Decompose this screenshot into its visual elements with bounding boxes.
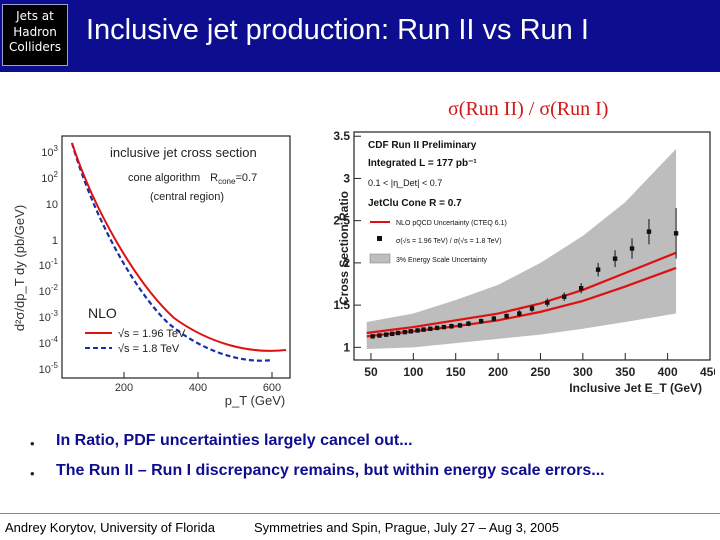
data-point (370, 334, 375, 339)
nlo-1-8-tev-curve (70, 142, 273, 362)
data-point (402, 329, 408, 335)
ratio-plot-frame (353, 131, 711, 361)
data-point (529, 306, 535, 311)
data-point (504, 313, 509, 319)
data-point (384, 332, 389, 337)
data-point (478, 318, 484, 324)
box-title: inclusive jet cross section (110, 145, 257, 160)
ratio-y-tick-label: 2.5 (333, 214, 350, 228)
y-tick-label: 103 (41, 144, 58, 159)
data-point (673, 231, 679, 236)
y-axis-label: d²σ/dp_T dy (pb/GeV) (12, 205, 27, 331)
title-bar: Jets at Hadron Colliders Inclusive jet p… (0, 0, 720, 72)
x-tick-label: 600 (263, 382, 281, 394)
legend-cdf: CDF Run II Preliminary (368, 140, 477, 151)
energy-scale-band (366, 148, 677, 350)
bullet-marker: • (30, 436, 35, 451)
x-axis-label: p_T (GeV) (225, 393, 285, 408)
tag-line: Hadron (13, 24, 57, 39)
data-point (408, 329, 413, 334)
data-point (377, 333, 382, 338)
footer-author: Andrey Korytov, University of Florida (5, 520, 215, 535)
data-point (449, 324, 454, 329)
nlo-label: NLO (88, 305, 117, 321)
data-point (646, 229, 652, 234)
legend-data: σ(√s = 1.96 TeV) / σ(√s = 1.8 TeV) (396, 237, 502, 245)
tag-line: Colliders (9, 40, 61, 54)
legend-jetclu: JetClu Cone R = 0.7 (368, 198, 462, 209)
data-point (578, 286, 584, 291)
algorithm-text: cone algorithm Rcone=0.7 (128, 172, 257, 186)
y-tick-label: 10-5 (39, 361, 59, 376)
y-tick-label: 102 (41, 170, 58, 185)
data-point (545, 300, 550, 305)
slide-title: Inclusive jet production: Run II vs Run … (86, 14, 589, 46)
y-tick-label: 10-3 (39, 309, 59, 324)
x-ticks: 200 400 600 (115, 372, 281, 394)
ratio-y-tick-label: 3.5 (333, 129, 350, 143)
ratio-heading: σ(Run II) / σ(Run I) (448, 98, 609, 120)
bullet-text: The Run II – Run I discrepancy remains, … (56, 462, 605, 479)
ratio-y-tick-label: 1 (343, 340, 350, 354)
cross-section-plot: 103 102 10 1 10-1 10-2 10-3 10-4 10-5 d²… (12, 135, 291, 408)
tag-line: Jets at (16, 9, 54, 23)
data-point (595, 267, 601, 272)
ratio-x-tick-label: 450 (700, 365, 715, 379)
data-point (395, 330, 401, 336)
ratio-plot: Cross Section Ratio Inclusive Jet E_T (G… (333, 129, 715, 395)
ratio-y-tick-label: 3 (343, 171, 350, 185)
bullet-marker: • (30, 466, 35, 481)
nlo-1-96-tev-curve (71, 142, 287, 352)
y-tick-label: 10-4 (39, 335, 59, 350)
ratio-x-tick-label: 150 (446, 365, 466, 379)
data-point (629, 246, 635, 251)
data-point (415, 328, 420, 333)
nlo-uncertainty-curve (366, 251, 677, 335)
ratio-x-tick-label: 300 (573, 365, 593, 379)
data-point (389, 331, 395, 337)
data-point (466, 321, 471, 326)
ratio-x-axis-label: Inclusive Jet E_T (GeV) (569, 381, 702, 395)
data-point (562, 294, 567, 299)
ratio-x-tick-label: 100 (403, 365, 423, 379)
y-tick-label: 10-1 (39, 257, 59, 272)
bullet-text: In Ratio, PDF uncertainties largely canc… (56, 432, 413, 449)
legend-label-1-8: √s = 1.8 TeV (118, 343, 180, 355)
data-point (517, 311, 522, 316)
legend-luminosity: Integrated L = 177 pb⁻¹ (368, 158, 477, 169)
footer-conference: Symmetries and Spin, Prague, July 27 – A… (254, 520, 559, 535)
data-point (421, 327, 426, 332)
legend-data-marker (377, 236, 382, 241)
region-text: (central region) (150, 191, 224, 203)
ratio-y-tick-label: 2 (343, 256, 350, 270)
data-point (457, 323, 463, 328)
x-tick-label: 400 (189, 382, 207, 394)
y-ticks: 103 102 10 1 10-1 10-2 10-3 10-4 10-5 (39, 144, 59, 376)
ratio-x-tick-label: 50 (364, 365, 378, 379)
y-tick-label: 1 (52, 235, 58, 247)
ratio-y-axis-label: Cross Section Ratio (337, 191, 351, 305)
ratio-y-tick-label: 1.5 (333, 298, 350, 312)
data-point (428, 326, 433, 331)
data-point (441, 324, 447, 330)
y-tick-label: 10-2 (39, 283, 59, 298)
plot-frame (61, 135, 291, 379)
ratio-x-tick-label: 400 (658, 365, 678, 379)
x-tick-label: 200 (115, 382, 133, 394)
data-point (612, 256, 618, 261)
y-tick-label: 10 (46, 199, 58, 211)
data-point (434, 325, 440, 331)
footer-divider (0, 513, 720, 514)
legend-band-swatch (369, 253, 391, 264)
ratio-x-tick-label: 350 (615, 365, 635, 379)
legend-eta: 0.1 < |η_Det| < 0.7 (368, 178, 442, 188)
ratio-x-tick-label: 200 (488, 365, 508, 379)
legend-label-1-96: √s = 1.96 TeV (118, 328, 186, 340)
topic-tag: Jets at Hadron Colliders (2, 4, 68, 66)
ratio-x-tick-label: 250 (530, 365, 550, 379)
data-point (491, 316, 497, 321)
legend-band: 3% Energy Scale Uncertainty (396, 257, 488, 264)
legend-nlo: NLO pQCD Uncertainty (CTEQ 6.1) (396, 220, 507, 227)
